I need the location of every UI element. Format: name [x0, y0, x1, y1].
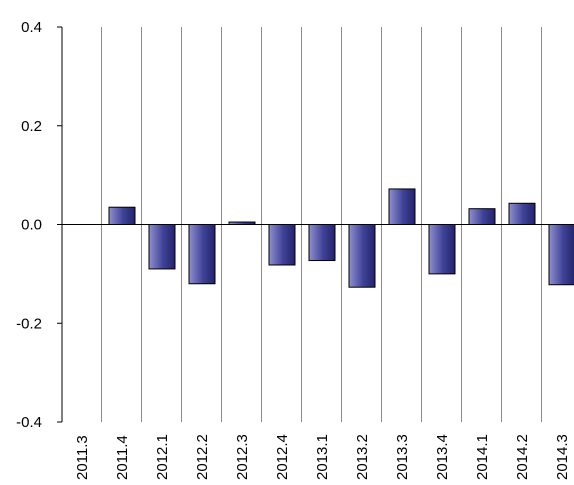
bars	[108, 188, 574, 288]
y-axis-ticks: -0.4 -0.2 0.0 0.2 0.4	[16, 19, 62, 431]
x-tick-label: 2011.3	[74, 435, 91, 480]
y-tick-label: 0.4	[21, 19, 42, 36]
x-tick-label: 2013.1	[314, 434, 331, 480]
x-tick-label: 2013.2	[354, 434, 371, 480]
y-tick-label: 0.2	[21, 118, 42, 135]
bar	[548, 224, 574, 286]
bar	[308, 224, 336, 262]
y-tick-label: -0.2	[16, 315, 42, 332]
bar	[108, 206, 136, 225]
bar	[388, 188, 416, 225]
x-tick-label: 2012.3	[234, 434, 251, 480]
bar	[508, 202, 536, 226]
x-tick-label: 2013.4	[434, 434, 451, 480]
bar	[148, 224, 176, 270]
y-tick-label: 0.0	[21, 217, 42, 234]
y-tick-label: -0.4	[16, 414, 42, 431]
x-tick-label: 2014.3	[554, 434, 571, 480]
axes	[61, 27, 574, 422]
x-tick-label: 2014.1	[474, 434, 491, 480]
bar	[428, 224, 456, 275]
bar	[348, 224, 376, 288]
x-tick-label: 2014.2	[514, 434, 531, 480]
x-tick-label: 2012.4	[274, 434, 291, 480]
x-tick-label: 2012.2	[194, 434, 211, 480]
bar	[468, 208, 496, 225]
bar	[268, 224, 296, 266]
x-tick-label: 2011.4	[114, 435, 131, 480]
x-axis-labels: 2011.3 2011.4 2012.1 2012.2 2012.3 2012.4 2013…	[74, 434, 571, 480]
x-tick-label: 2013.3	[394, 434, 411, 480]
x-tick-label: 2012.1	[154, 434, 171, 480]
bar	[188, 224, 216, 285]
